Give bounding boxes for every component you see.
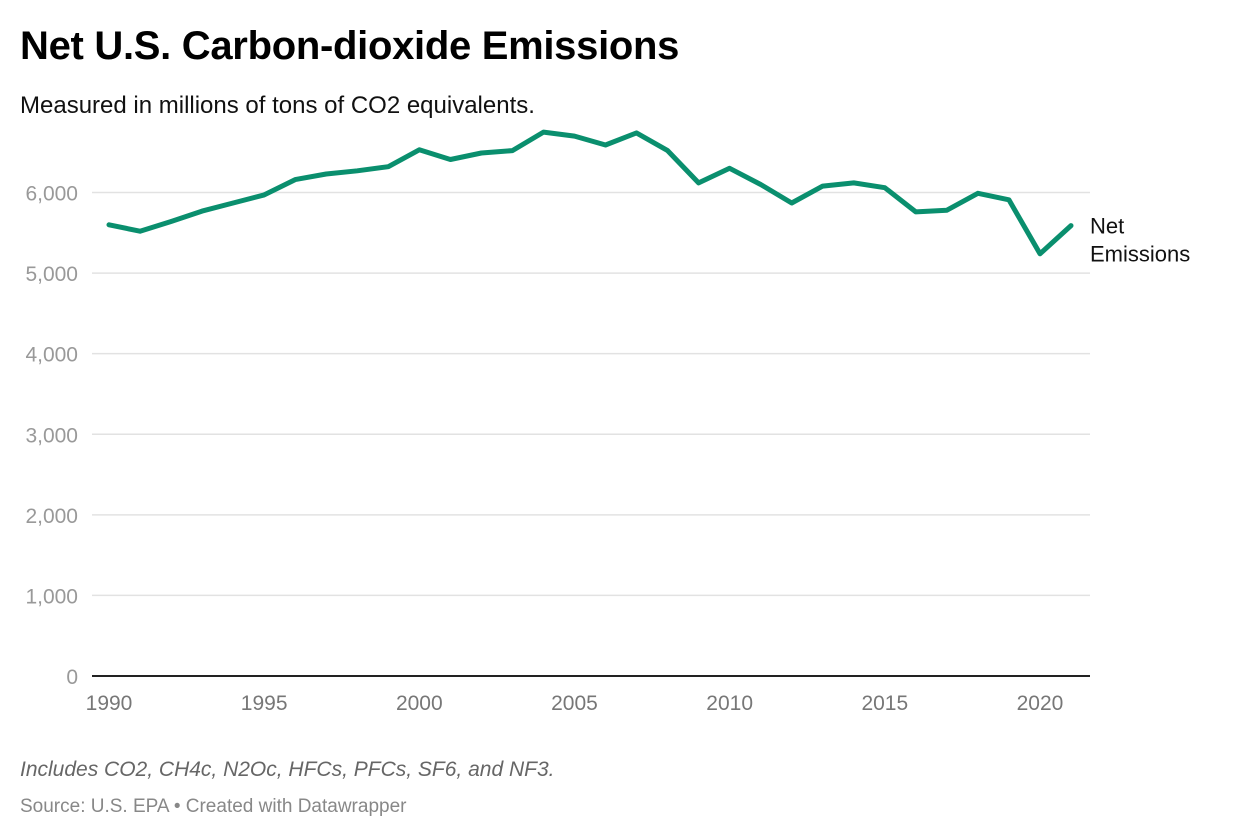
series-label-line: Emissions bbox=[1090, 242, 1190, 267]
series-label-line: Net bbox=[1090, 214, 1124, 239]
x-tick-label: 2010 bbox=[706, 692, 753, 715]
series-lines bbox=[106, 129, 1074, 257]
x-tick-label: 2015 bbox=[861, 692, 908, 715]
gridlines bbox=[92, 191, 1090, 597]
y-tick-label: 1,000 bbox=[25, 585, 78, 608]
x-axis-tick-labels: 1990 1995 2000 2005 2010 2015 2020 bbox=[86, 692, 1064, 715]
x-tick-label: 1995 bbox=[241, 692, 288, 715]
y-tick-label: 6,000 bbox=[25, 183, 78, 206]
y-tick-label: 0 bbox=[66, 666, 78, 689]
y-tick-label: 2,000 bbox=[25, 505, 78, 528]
x-tick-label: 2000 bbox=[396, 692, 443, 715]
y-tick-label: 3,000 bbox=[25, 424, 78, 447]
series-label-net-emissions: Net Emissions bbox=[1090, 214, 1190, 267]
x-tick-label: 2005 bbox=[551, 692, 598, 715]
x-tick-label: 1990 bbox=[86, 692, 133, 715]
x-tick-label: 2020 bbox=[1017, 692, 1064, 715]
chart-title: Net U.S. Carbon-dioxide Emissions bbox=[20, 24, 680, 68]
series-line-net-emissions bbox=[106, 129, 1074, 257]
y-tick-label: 4,000 bbox=[25, 344, 78, 367]
y-axis-tick-labels: 0 1,000 2,000 3,000 4,000 5,000 6,000 bbox=[25, 183, 78, 689]
y-tick-label: 5,000 bbox=[25, 263, 78, 286]
source-credit: Source: U.S. EPA • Created with Datawrap… bbox=[20, 796, 407, 817]
series-labels: Net Emissions bbox=[1090, 214, 1190, 267]
chart-subtitle: Measured in millions of tons of CO2 equi… bbox=[20, 92, 535, 119]
chart-notes: Includes CO2, CH4c, N2Oc, HFCs, PFCs, SF… bbox=[20, 758, 555, 781]
